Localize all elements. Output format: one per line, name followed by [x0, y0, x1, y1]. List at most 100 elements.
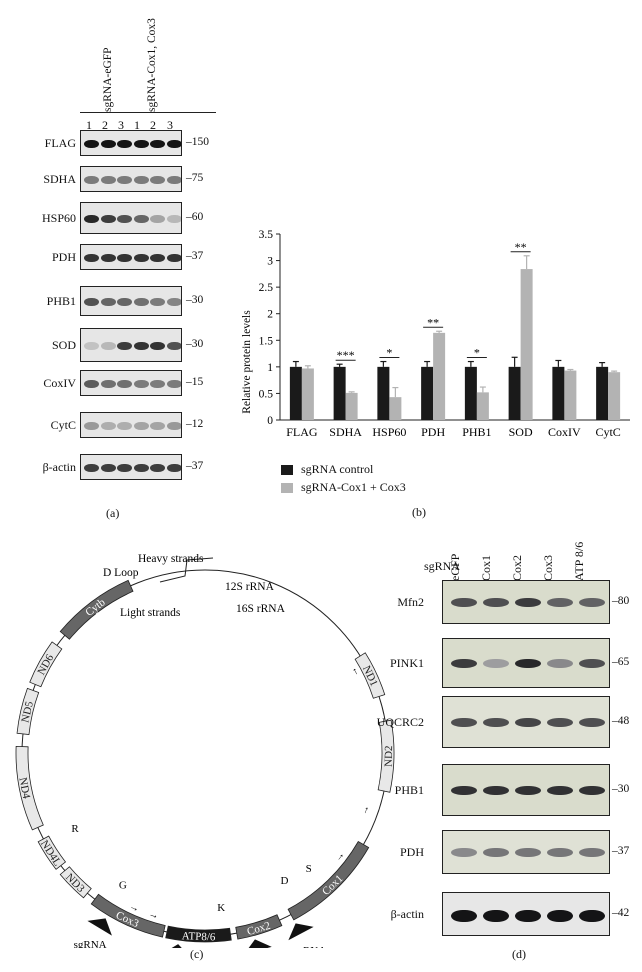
molecular-weight: –65	[612, 656, 630, 668]
legend-swatch	[281, 483, 293, 494]
blot-band	[84, 140, 99, 148]
bar-cox	[301, 368, 314, 420]
strand-arrow: ↓	[350, 665, 360, 677]
blot-band	[133, 254, 149, 262]
blot-band	[547, 848, 573, 857]
blot-band	[100, 215, 116, 223]
blot-label: FLAG	[44, 136, 76, 150]
category-label: SOD	[509, 425, 533, 439]
label-heavy: Heavy strands	[138, 553, 204, 565]
molecular-weight: –150	[186, 136, 209, 148]
strand-arrow: ↓	[128, 904, 140, 913]
blot-band	[483, 786, 509, 795]
blot-band	[166, 254, 181, 262]
lane-number: 2	[150, 118, 156, 132]
bar-control	[289, 366, 302, 420]
molecular-weight: –75	[186, 172, 204, 184]
gene-label-nd5: ND5	[19, 700, 36, 724]
blot-band	[150, 298, 165, 306]
blot-band	[133, 176, 149, 184]
y-tick-label: 3	[267, 256, 273, 268]
legend-item: sgRNA-Cox1 + Cox3	[281, 480, 406, 495]
blot-band	[547, 718, 573, 727]
gene-segment-cox3	[90, 893, 166, 938]
gene-segment-nd4l	[37, 835, 67, 870]
y-tick-label: 1.5	[259, 335, 274, 347]
blot-image	[80, 454, 182, 480]
blot-band	[166, 380, 181, 388]
label-rrna16: 16S rRNA	[236, 603, 286, 615]
significance-marker: *	[474, 346, 480, 360]
blot-image	[80, 370, 182, 396]
bar-control	[596, 366, 609, 420]
group-underline-cox	[146, 112, 216, 113]
blot-band	[100, 176, 116, 184]
y-axis-label: Relative protein levels	[241, 310, 253, 414]
blot-image	[442, 638, 610, 688]
column-label: Cox2	[510, 554, 524, 581]
legend-label: sgRNA-Cox1 + Cox3	[301, 480, 406, 494]
gene-label-atp: ATP8/6	[182, 930, 217, 943]
column-label: Cox3	[541, 554, 555, 581]
lane-number: 2	[102, 118, 108, 132]
blot-image	[80, 244, 182, 270]
label-dloop: D Loop	[103, 567, 139, 579]
gene-segment-nd3	[59, 866, 92, 899]
strand-arrow: ↓	[362, 804, 370, 816]
bar-cox	[476, 392, 489, 420]
blot-band	[133, 422, 149, 430]
blot-image	[80, 286, 182, 316]
blot-band	[166, 140, 181, 148]
blot-band	[579, 718, 605, 727]
category-label: SDHA	[329, 425, 362, 439]
blot-band	[166, 215, 181, 223]
blot-band	[451, 659, 477, 668]
molecular-weight: –12	[186, 418, 204, 430]
blot-band	[84, 464, 99, 472]
blot-band	[451, 848, 477, 857]
blot-band	[483, 659, 509, 668]
molecular-weight: –60	[186, 211, 204, 223]
sgrna-label: sgRNA	[74, 939, 107, 948]
blot-band	[100, 140, 116, 148]
column-label: eGFP	[448, 553, 462, 581]
category-label: CoxIV	[548, 425, 581, 439]
blot-band	[84, 298, 99, 306]
blot-band	[117, 176, 132, 184]
blot-band	[100, 254, 116, 262]
blot-band	[133, 464, 149, 472]
group-label-egfp: sgRNA-eGFP	[102, 47, 114, 112]
bar-control	[464, 366, 477, 420]
sgrna-arrowhead	[248, 939, 272, 948]
panel-letter-a: (a)	[106, 506, 120, 520]
blot-band	[547, 910, 573, 922]
molecular-weight: –37	[186, 250, 204, 262]
significance-marker: **	[427, 315, 439, 329]
blot-image	[80, 202, 182, 234]
blot-band	[579, 910, 605, 922]
category-label: HSP60	[372, 425, 406, 439]
blot-band	[150, 380, 165, 388]
blot-band	[483, 910, 509, 922]
blot-label: CytC	[50, 418, 76, 432]
blot-band	[579, 598, 605, 607]
bar-cox	[389, 397, 402, 420]
blot-band	[117, 422, 132, 430]
blot-image	[80, 412, 182, 438]
gene-label-nd4l: ND4L	[38, 838, 64, 868]
blot-band	[166, 464, 181, 472]
gene-label-cox2: Cox2	[246, 920, 272, 938]
blot-band	[100, 422, 116, 430]
blot-band	[133, 380, 149, 388]
blot-band	[150, 342, 165, 350]
blot-band	[100, 342, 116, 350]
molecular-weight: –48	[612, 715, 630, 727]
label-rrna12: 12S rRNA	[225, 581, 275, 593]
molecular-weight: –42	[612, 907, 630, 919]
blot-label: PHB1	[46, 294, 76, 308]
bar-cox	[345, 392, 358, 420]
y-tick-label: 1	[267, 362, 273, 374]
blot-band	[150, 176, 165, 184]
blot-band	[579, 848, 605, 857]
blot-band	[483, 848, 509, 857]
